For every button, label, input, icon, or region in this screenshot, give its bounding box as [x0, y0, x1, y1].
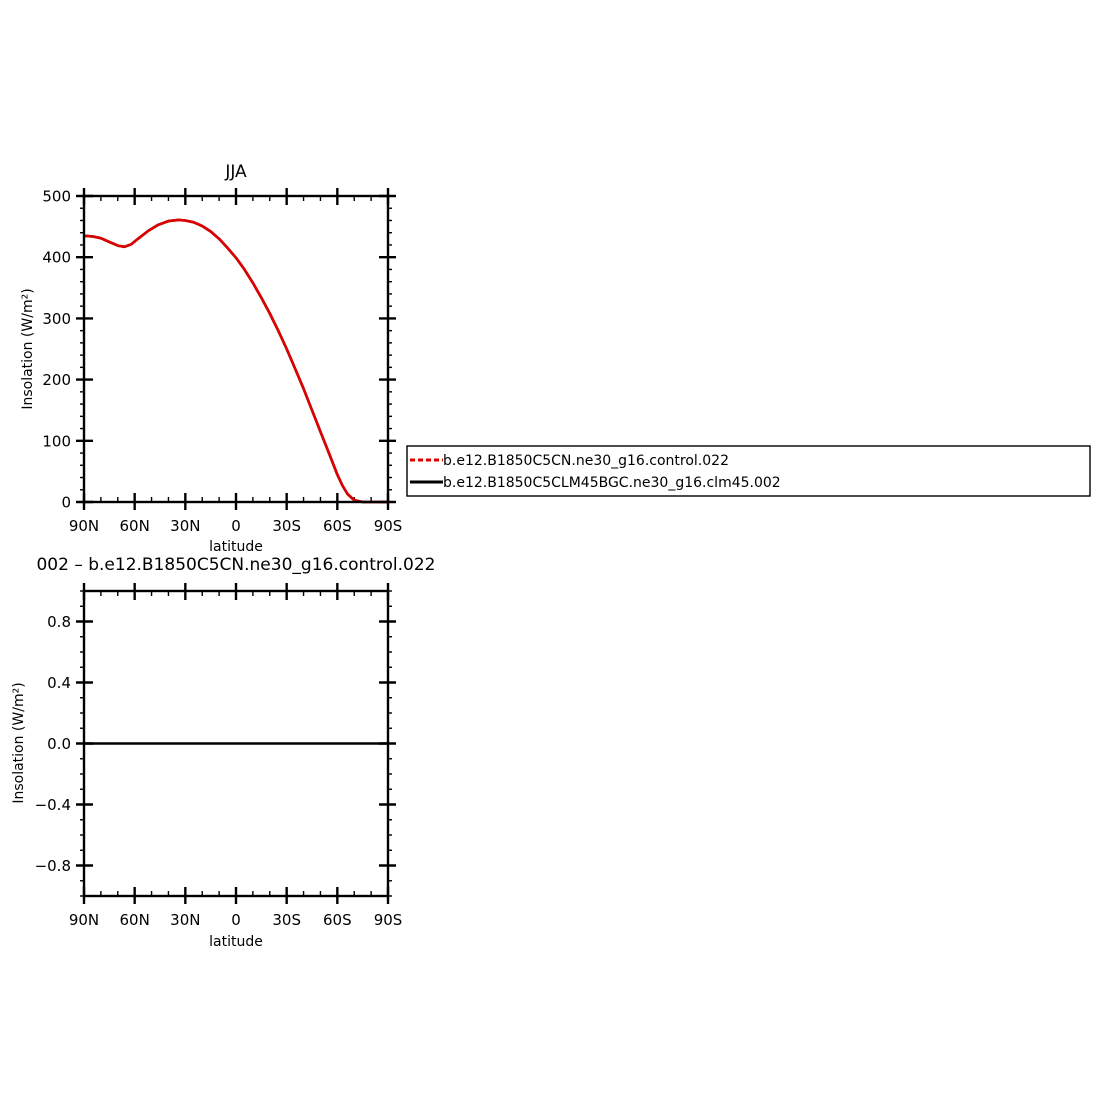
- series-line-1: [83, 218, 388, 504]
- x-tick-label: 90N: [69, 517, 99, 535]
- y-tick-label: 200: [42, 371, 71, 389]
- bottom-y-axis-label: Insolation (W/m²): [11, 682, 27, 803]
- y-tick-label: 300: [42, 310, 71, 328]
- top-series-lines: [83, 218, 388, 504]
- bottom-panel: 002 – b.e12.B1850C5CN.ne30_g16.control.0…: [11, 555, 436, 950]
- x-tick-label: 0: [231, 517, 241, 535]
- y-tick-label: −0.8: [35, 857, 71, 875]
- bottom-chart-title: 002 – b.e12.B1850C5CN.ne30_g16.control.0…: [36, 555, 435, 575]
- top-major-ticks: [76, 188, 396, 510]
- x-tick-label: 60N: [120, 911, 150, 929]
- x-tick-label: 60N: [120, 517, 150, 535]
- x-tick-label: 0: [231, 911, 241, 929]
- y-tick-label: 0: [61, 494, 71, 512]
- top-minor-ticks: [80, 195, 392, 503]
- legend-label-control: b.e12.B1850C5CN.ne30_g16.control.022: [443, 453, 729, 469]
- x-tick-label: 90S: [374, 517, 403, 535]
- top-chart-title: JJA: [224, 162, 247, 182]
- legend-label-clm45: b.e12.B1850C5CLM45BGC.ne30_g16.clm45.002: [443, 475, 781, 491]
- x-tick-label: 90S: [374, 911, 403, 929]
- top-panel: JJA 0 100 200 300 400 500 90N 60N 30N 0 30S 60S 90S…: [20, 162, 402, 555]
- bottom-y-tick-labels: −0.8 −0.4 0.0 0.4 0.8: [35, 613, 71, 875]
- y-tick-label: 0.4: [47, 674, 71, 692]
- bottom-x-tick-labels: 90N 60N 30N 0 30S 60S 90S: [69, 911, 402, 929]
- x-tick-label: 30S: [272, 517, 301, 535]
- y-tick-label: 0.8: [47, 613, 71, 631]
- top-y-axis-label: Insolation (W/m²): [20, 288, 36, 409]
- x-tick-label: 90N: [69, 911, 99, 929]
- legend-box: [406, 445, 1091, 497]
- top-plot-frame: [82, 194, 390, 504]
- y-tick-label: −0.4: [35, 796, 71, 814]
- top-x-axis-label: latitude: [209, 539, 263, 555]
- legend: b.e12.B1850C5CN.ne30_g16.control.022 b.e…: [406, 445, 1091, 497]
- bottom-plot-frame: [82, 589, 390, 898]
- y-tick-label: 0.0: [47, 735, 71, 753]
- x-tick-label: 30S: [272, 911, 301, 929]
- y-tick-label: 100: [42, 432, 71, 450]
- x-tick-label: 30N: [170, 517, 200, 535]
- top-y-tick-labels: 0 100 200 300 400 500: [42, 188, 71, 512]
- bottom-x-axis-label: latitude: [209, 934, 263, 950]
- x-tick-label: 60S: [323, 517, 352, 535]
- series-line-0: [83, 218, 388, 504]
- y-tick-label: 400: [42, 249, 71, 267]
- top-x-tick-labels: 90N 60N 30N 0 30S 60S 90S: [69, 517, 402, 535]
- y-tick-label: 500: [42, 188, 71, 206]
- x-tick-label: 60S: [323, 911, 352, 929]
- x-tick-label: 30N: [170, 911, 200, 929]
